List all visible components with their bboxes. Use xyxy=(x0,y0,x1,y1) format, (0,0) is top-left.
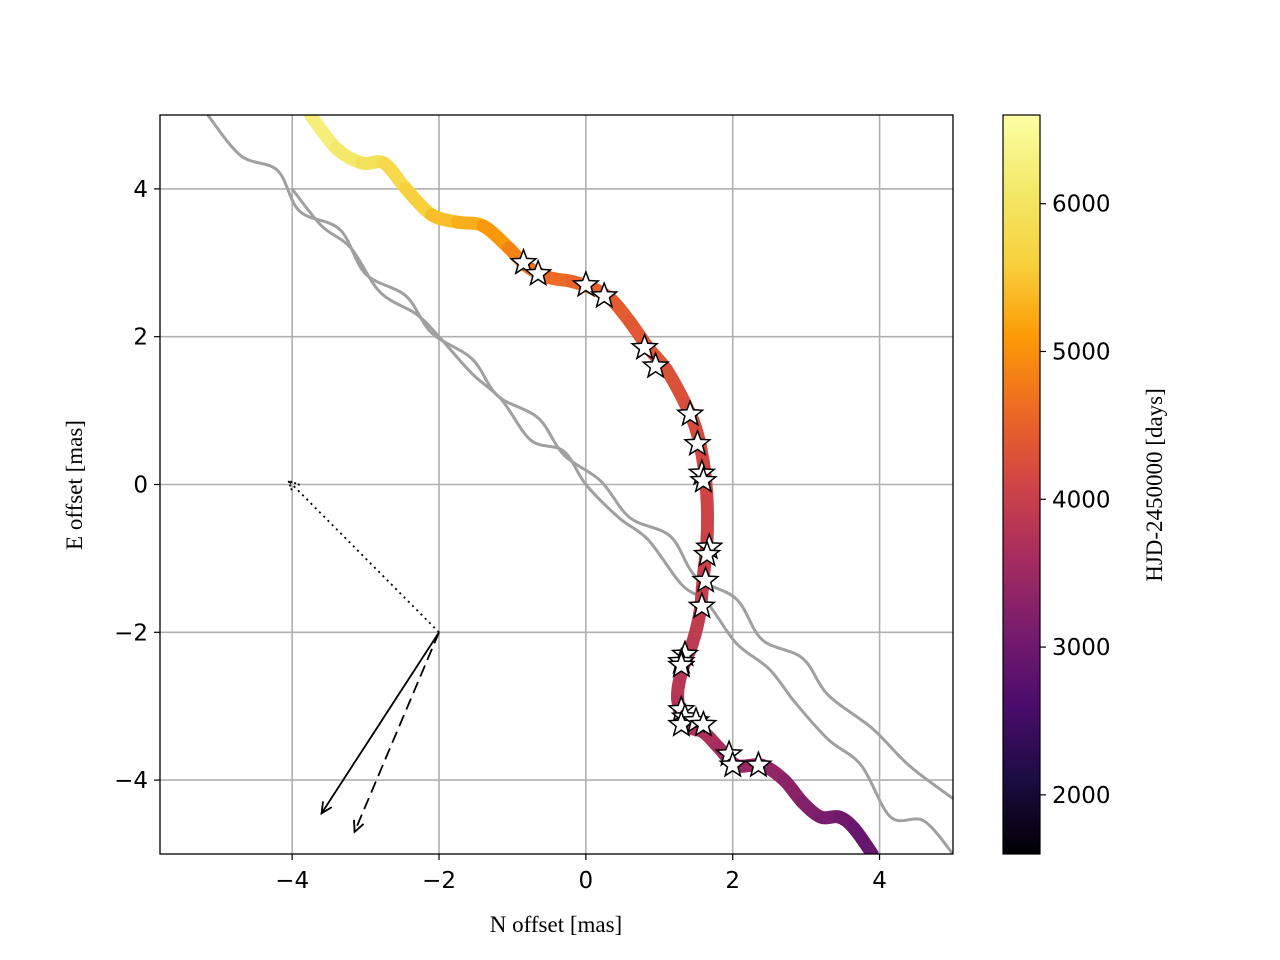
observation-star xyxy=(688,465,718,494)
observation-star xyxy=(675,399,705,427)
gray-track xyxy=(290,187,953,854)
x-axis-ticks: −4 −2 0 2 4 xyxy=(275,854,887,894)
observation-star xyxy=(630,332,660,361)
observation-star xyxy=(667,650,696,678)
colorbar-ticks: 2000 3000 4000 5000 6000 xyxy=(1040,192,1111,809)
arrow-head xyxy=(287,479,301,493)
observation-star xyxy=(718,750,748,778)
observation-star xyxy=(744,750,773,778)
gray-tracks xyxy=(206,115,953,854)
observation-star xyxy=(571,269,601,298)
x-tick-label: −4 xyxy=(275,868,309,894)
y-tick-label: 4 xyxy=(133,177,148,203)
colorbar-tick-label: 6000 xyxy=(1052,192,1111,218)
arrow-shaft xyxy=(353,631,440,833)
arrow-shaft xyxy=(320,631,440,814)
y-tick-label: −4 xyxy=(114,768,148,794)
observation-star xyxy=(687,591,717,619)
y-tick-label: −2 xyxy=(114,620,148,646)
colorbar-tick-label: 4000 xyxy=(1052,487,1111,513)
colorbar xyxy=(1002,114,1041,855)
colorbar-label: HJD-2450000 [days] xyxy=(1142,388,1167,582)
gray-track xyxy=(206,115,953,800)
colorbar-tick-label: 3000 xyxy=(1052,635,1111,661)
observation-star xyxy=(641,351,670,379)
y-tick-label: 0 xyxy=(133,473,148,499)
x-tick-label: 2 xyxy=(725,868,740,894)
observation-star xyxy=(589,280,619,309)
x-axis-label: N offset [mas] xyxy=(490,912,622,937)
colorbar-tick-label: 2000 xyxy=(1052,783,1111,809)
observation-star xyxy=(689,709,718,737)
x-tick-label: −2 xyxy=(422,868,456,894)
observation-star xyxy=(509,247,538,276)
observation-markers xyxy=(509,247,773,778)
colorbar-tick-label: 5000 xyxy=(1052,339,1111,365)
x-tick-label: 4 xyxy=(872,868,887,894)
y-tick-label: 2 xyxy=(133,325,148,351)
y-axis-label: E offset [mas] xyxy=(62,420,87,550)
observation-star xyxy=(692,539,722,567)
observation-star xyxy=(683,428,712,457)
observation-star xyxy=(714,739,744,767)
arrows xyxy=(287,479,440,834)
y-axis-ticks: −4 −2 0 2 4 xyxy=(114,177,160,794)
observation-star xyxy=(691,565,720,593)
observation-star xyxy=(523,258,553,287)
x-tick-label: 0 xyxy=(579,868,594,894)
arrow-head xyxy=(320,801,333,816)
arrow-head xyxy=(353,819,365,834)
path-segment xyxy=(847,821,879,854)
